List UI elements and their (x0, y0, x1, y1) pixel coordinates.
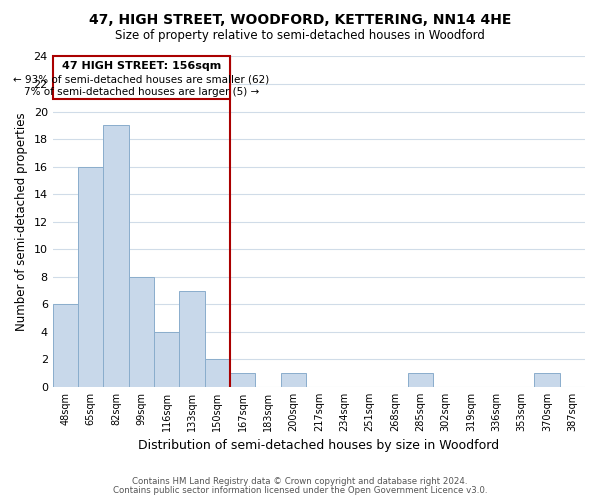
Text: 47 HIGH STREET: 156sqm: 47 HIGH STREET: 156sqm (62, 62, 221, 72)
Bar (230, 373, 256, 387)
Text: Contains public sector information licensed under the Open Government Licence v3: Contains public sector information licen… (113, 486, 487, 495)
Bar (103, 126, 129, 387)
Bar (281, 373, 306, 387)
Bar (535, 373, 560, 387)
Bar (407, 373, 433, 387)
FancyBboxPatch shape (53, 56, 230, 99)
Text: Size of property relative to semi-detached houses in Woodford: Size of property relative to semi-detach… (115, 29, 485, 42)
Bar (129, 277, 154, 387)
Text: ← 93% of semi-detached houses are smaller (62): ← 93% of semi-detached houses are smalle… (13, 74, 269, 85)
Bar (154, 332, 179, 387)
Text: 47, HIGH STREET, WOODFORD, KETTERING, NN14 4HE: 47, HIGH STREET, WOODFORD, KETTERING, NN… (89, 12, 511, 26)
Bar (205, 360, 230, 387)
Bar (53, 304, 78, 387)
X-axis label: Distribution of semi-detached houses by size in Woodford: Distribution of semi-detached houses by … (138, 440, 499, 452)
Text: 7% of semi-detached houses are larger (5) →: 7% of semi-detached houses are larger (5… (24, 87, 259, 97)
Bar (78, 166, 103, 387)
Y-axis label: Number of semi-detached properties: Number of semi-detached properties (15, 112, 28, 331)
Bar (179, 290, 205, 387)
Text: Contains HM Land Registry data © Crown copyright and database right 2024.: Contains HM Land Registry data © Crown c… (132, 477, 468, 486)
